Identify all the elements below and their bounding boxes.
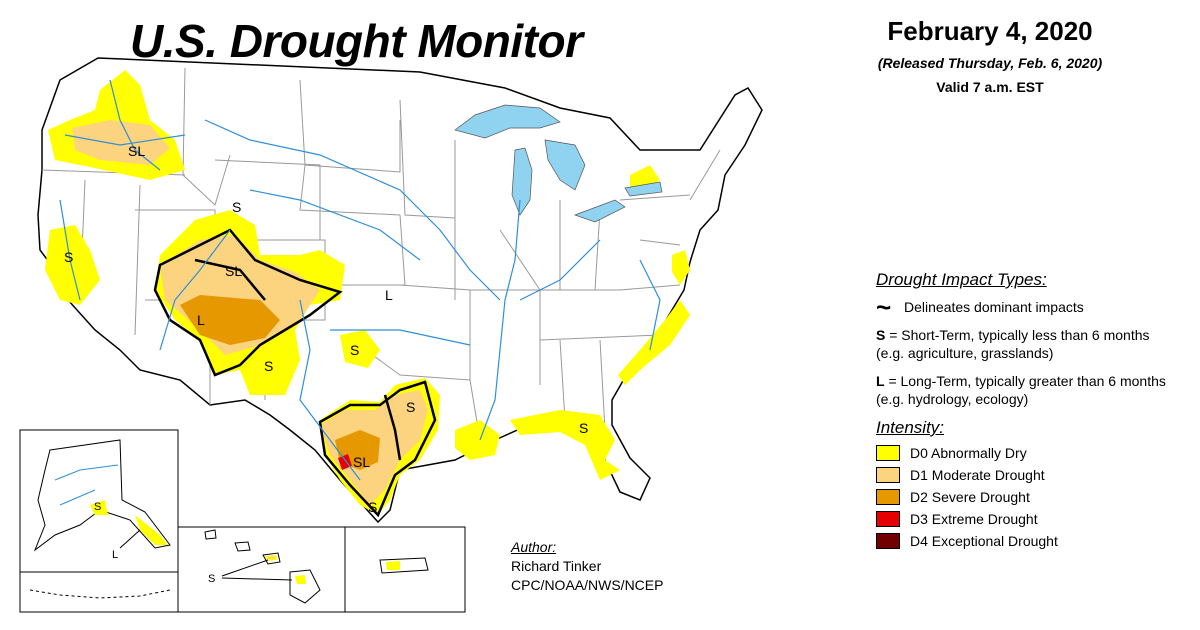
d3-label: D3 Extreme Drought	[910, 511, 1038, 527]
label-ak-s: S	[94, 501, 101, 513]
short-term-row: S = Short-Term, typically less than 6 mo…	[876, 326, 1176, 362]
delineates-text: Delineates dominant impacts	[904, 299, 1084, 315]
great-lakes	[454, 104, 663, 223]
impact-boundaries	[153, 228, 437, 518]
author-block: Author: Richard Tinker CPC/NOAA/NWS/NCEP	[511, 538, 663, 595]
d1-pacific-northwest	[72, 120, 170, 165]
label-fl: S	[579, 420, 588, 436]
impact-line-icon: ~	[876, 292, 892, 322]
hawaii-d1	[268, 556, 275, 559]
legend: Drought Impact Types: ~ Delineates domin…	[876, 270, 1176, 552]
d2-label: D2 Severe Drought	[910, 489, 1030, 505]
oahu	[234, 541, 251, 552]
label-etx: S	[406, 399, 415, 415]
d0-gulf-coast	[455, 420, 500, 460]
intensity-heading: Intensity:	[876, 418, 945, 437]
rivers	[59, 79, 661, 481]
intensity-d1: D1 Moderate Drought	[876, 464, 1176, 486]
short-term-key: S	[876, 327, 886, 343]
kauai	[204, 529, 217, 540]
release-date: (Released Thursday, Feb. 6, 2020)	[877, 55, 1103, 71]
intensity-d0: D0 Abnormally Dry	[876, 442, 1176, 464]
d0-alabama-florida	[510, 410, 620, 480]
map-title: U.S. Drought Monitor	[130, 15, 583, 67]
label-tx: SL	[353, 454, 370, 470]
d4-swatch	[876, 533, 900, 549]
long-term-key: L	[876, 373, 885, 389]
label-ks: L	[385, 287, 393, 303]
alaska-d0-se	[135, 515, 168, 545]
intensity-d3: D3 Extreme Drought	[876, 508, 1176, 530]
d1-label: D1 Moderate Drought	[910, 467, 1045, 483]
alaska-d0	[90, 500, 108, 515]
author-org: CPC/NOAA/NWS/NCEP	[511, 577, 664, 593]
d0-oklahoma	[340, 330, 380, 368]
d0-nevada	[45, 225, 100, 305]
label-hi: S	[208, 573, 215, 585]
hawaii-inset	[177, 526, 346, 613]
label-wy: S	[232, 199, 241, 215]
map-date: February 4, 2020	[887, 16, 1093, 46]
long-term-text: = Long-Term, typically greater than 6 mo…	[876, 373, 1166, 407]
drought-areas	[45, 70, 690, 515]
label-nm: S	[264, 358, 273, 374]
lake-erie	[573, 199, 626, 223]
label-ak-l: L	[112, 549, 118, 561]
label-stx: S	[368, 499, 377, 515]
d0-label: D0 Abnormally Dry	[910, 445, 1027, 461]
label-pnw: SL	[128, 143, 145, 159]
author-label: Author:	[511, 539, 557, 555]
valid-time: Valid 7 a.m. EST	[936, 79, 1044, 95]
puerto-rico-d0	[386, 561, 400, 570]
long-term-row: L = Long-Term, typically greater than 6 …	[876, 372, 1176, 408]
lake-superior	[454, 104, 561, 139]
d3-swatch	[876, 511, 900, 527]
label-az: L	[197, 312, 205, 328]
d0-mid-atlantic	[672, 250, 690, 285]
d2-four-corners	[180, 295, 280, 345]
label-nv: S	[64, 249, 73, 265]
hawaii-d0-big	[295, 575, 306, 584]
d0-swatch	[876, 445, 900, 461]
date-block: February 4, 2020 (Released Thursday, Feb…	[840, 16, 1140, 95]
d0-carolinas	[618, 300, 690, 385]
aleutians-inset	[19, 571, 179, 613]
author-name: Richard Tinker	[511, 558, 602, 574]
intensity-d4: D4 Exceptional Drought	[876, 530, 1176, 552]
short-term-text: = Short-Term, typically less than 6 mont…	[876, 327, 1150, 361]
lake-huron	[544, 139, 586, 191]
lake-michigan	[511, 147, 533, 216]
d2-swatch	[876, 489, 900, 505]
d1-swatch	[876, 467, 900, 483]
lake-ontario	[624, 181, 663, 197]
delineates-row: ~ Delineates dominant impacts	[876, 292, 1176, 322]
intensity-d2: D2 Severe Drought	[876, 486, 1176, 508]
impact-types-heading: Drought Impact Types:	[876, 270, 1047, 289]
label-ok: S	[350, 342, 359, 358]
d4-label: D4 Exceptional Drought	[910, 533, 1058, 549]
d3-texas	[338, 454, 352, 470]
label-co: SL	[225, 263, 242, 279]
